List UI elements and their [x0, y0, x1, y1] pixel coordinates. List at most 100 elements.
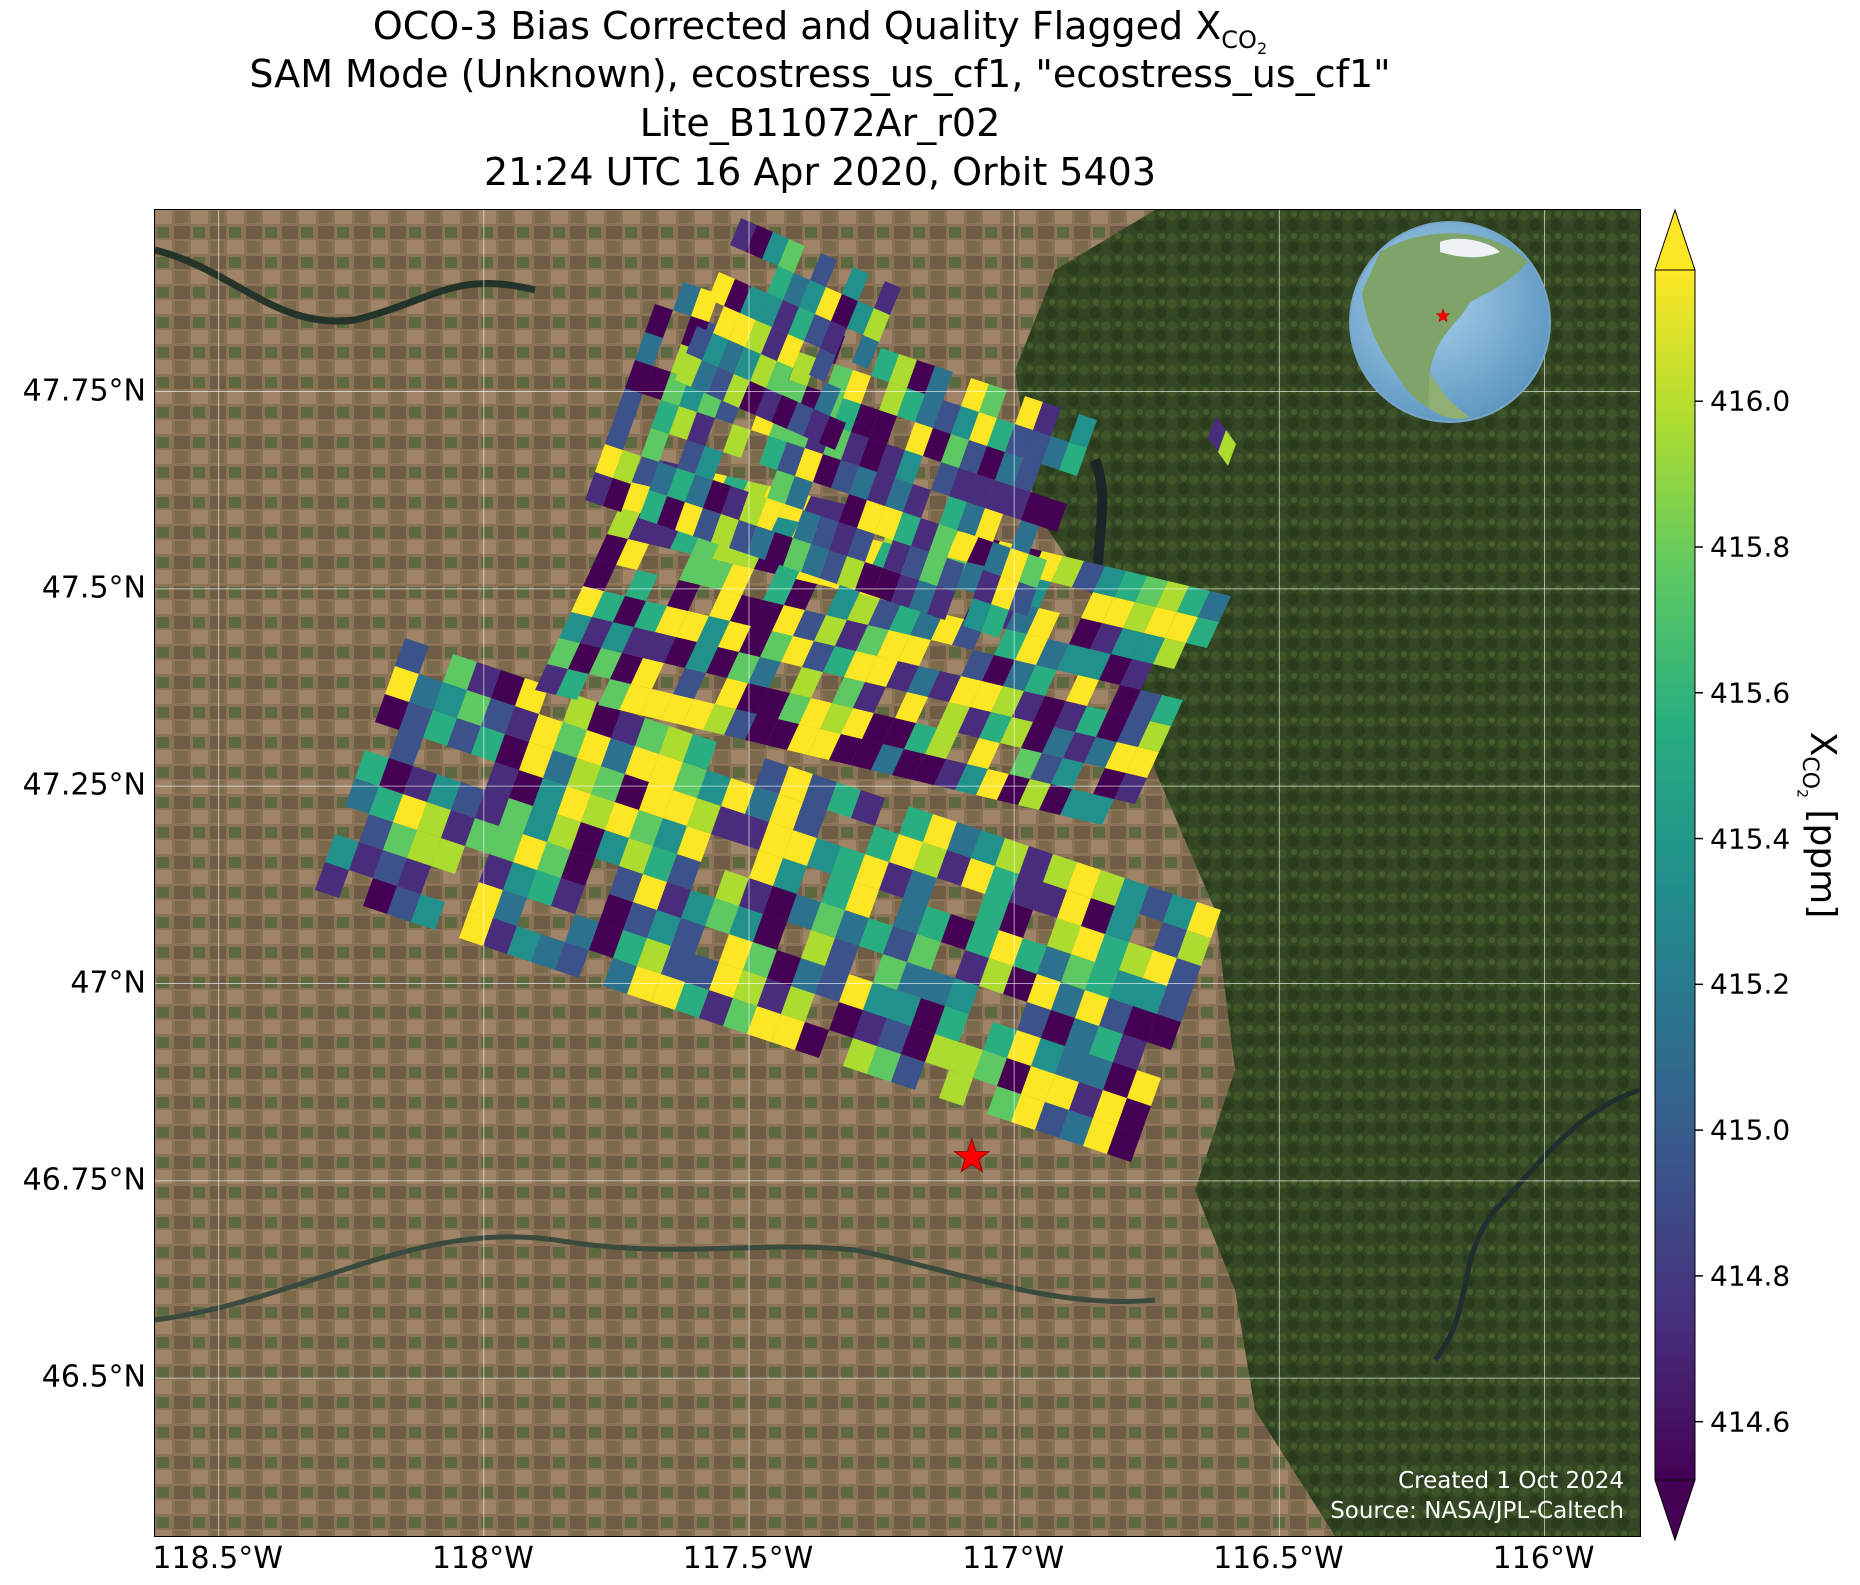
- sounding-pixel: [479, 854, 513, 890]
- sounding-pixel: [961, 650, 994, 681]
- sounding-pixel: [491, 670, 525, 706]
- sounding-pixel: [949, 1042, 983, 1078]
- sounding-pixel: [1123, 1006, 1157, 1042]
- sounding-pixel: [610, 653, 643, 684]
- sounding-pixel: [481, 698, 515, 734]
- title-text: OCO-3 Bias Corrected and Quality Flagged…: [372, 4, 1222, 48]
- lat-tick-label: 46.5°N: [41, 1359, 146, 1395]
- sounding-pixel: [1021, 722, 1054, 753]
- sounding-pixel: [967, 738, 1000, 769]
- sounding-pixel: [629, 810, 663, 846]
- sounding-pixel: [675, 353, 702, 387]
- sounding-pixel: [784, 579, 817, 610]
- sounding-pixel: [958, 707, 991, 738]
- title-line-3: Lite_B11072Ar_r02: [639, 101, 1001, 145]
- sounding-pixel: [845, 882, 879, 918]
- colorbar-tick-label: 415.2: [1710, 967, 1791, 1001]
- sounding-pixel: [667, 468, 695, 502]
- sounding-pixel: [1015, 396, 1043, 430]
- sounding-pixel: [625, 360, 653, 394]
- sounding-pixel: [1114, 571, 1147, 602]
- sounding-pixel: [814, 615, 847, 646]
- sounding-pixel: [981, 604, 1009, 638]
- sounding-pixel: [535, 664, 568, 695]
- sounding-pixel: [1012, 691, 1045, 722]
- inset-globe: [1349, 221, 1551, 423]
- sounding-pixel: [1107, 1126, 1141, 1162]
- sounding-pixel: [787, 894, 821, 930]
- sounding-pixel: [843, 1038, 877, 1074]
- sounding-pixel: [976, 769, 1009, 800]
- sounding-pixel: [883, 926, 917, 962]
- sounding-pixel: [443, 654, 477, 690]
- sounding-pixel: [831, 294, 858, 328]
- sounding-pixel: [1019, 554, 1047, 588]
- sounding-pixel: [756, 293, 783, 327]
- sounding-pixel: [595, 444, 623, 478]
- sounding-pixel: [891, 574, 919, 608]
- sounding-pixel: [1061, 954, 1095, 990]
- sounding-pixel: [1105, 742, 1138, 773]
- sounding-pixel: [639, 490, 667, 524]
- sounding-pixel: [939, 496, 967, 530]
- sounding-pixel: [417, 802, 451, 838]
- sounding-pixel: [959, 440, 987, 474]
- sounding-pixel: [605, 802, 639, 838]
- sounding-pixel: [829, 734, 862, 765]
- sounding-pixel: [1105, 906, 1139, 942]
- sounding-pixel: [547, 814, 581, 850]
- sounding-pixel: [1069, 618, 1102, 649]
- sounding-pixel: [563, 694, 597, 730]
- sounding-pixel: [991, 686, 1024, 717]
- sounding-pixel: [873, 568, 901, 602]
- sounding-pixel: [1083, 1118, 1117, 1154]
- sounding-pixel: [1066, 675, 1099, 706]
- sounding-pixel: [987, 418, 1015, 452]
- map-panel[interactable]: [154, 209, 1641, 1537]
- title-line-2: SAM Mode (Unknown), ecostress_us_cf1, "e…: [249, 52, 1391, 96]
- sounding-pixel: [1085, 962, 1119, 998]
- sounding-pixel: [951, 406, 979, 440]
- sounding-pixel: [856, 625, 889, 656]
- sounding-pixel: [625, 570, 658, 601]
- sounding-pixel: [1138, 721, 1171, 752]
- sounding-pixel: [847, 301, 874, 335]
- colorbar-body: [1654, 269, 1696, 1481]
- sounding-pixel: [977, 446, 1005, 480]
- title-line-4: 21:24 UTC 16 Apr 2020, Orbit 5403: [483, 150, 1156, 194]
- sounding-pixel: [746, 225, 773, 259]
- sounding-pixel: [887, 990, 921, 1026]
- sounding-pixel: [1057, 890, 1091, 926]
- sounding-pixel: [1000, 717, 1033, 748]
- sounding-pixel: [1003, 660, 1036, 691]
- sounding-pixel: [685, 954, 719, 990]
- sounding-pixel: [673, 762, 707, 798]
- map-canvas[interactable]: [155, 210, 1640, 1536]
- sounding-pixel: [671, 918, 705, 954]
- sounding-pixel: [889, 354, 917, 388]
- sounding-pixel: [1096, 711, 1129, 742]
- sounding-pixel: [849, 466, 877, 500]
- sounding-pixel: [1133, 978, 1167, 1014]
- sounding-pixel: [1163, 894, 1197, 930]
- sounding-pixel: [399, 702, 433, 738]
- sounding-pixel: [679, 554, 712, 585]
- sounding-pixel: [1063, 732, 1096, 763]
- sounding-pixel: [851, 404, 879, 438]
- sounding-pixel: [999, 902, 1033, 938]
- sounding-pixel: [325, 834, 359, 870]
- sounding-pixel: [557, 786, 591, 822]
- sounding-pixel: [507, 926, 541, 962]
- sounding-pixel: [702, 333, 729, 367]
- sounding-pixel: [949, 676, 982, 707]
- sounding-pixel: [891, 1054, 925, 1090]
- sounding-pixel: [1023, 430, 1051, 464]
- sounding-pixel: [675, 982, 709, 1018]
- colorbar-title: XCO2 [ppm]: [1793, 731, 1843, 919]
- sounding-pixel: [1129, 690, 1162, 721]
- sounding-pixel: [937, 850, 971, 886]
- sounding-pixel: [1037, 946, 1071, 982]
- sounding-pixel: [625, 746, 659, 782]
- sounding-pixel: [759, 822, 793, 858]
- sounding-pixel: [503, 862, 537, 898]
